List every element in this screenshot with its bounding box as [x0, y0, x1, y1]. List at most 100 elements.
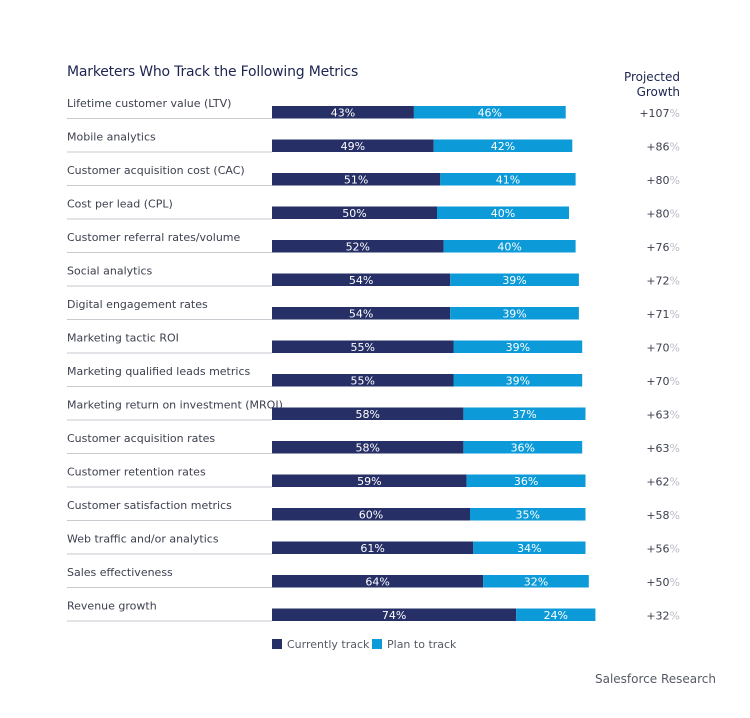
bar-currently-track: [272, 273, 451, 286]
category-label: Customer satisfaction metrics: [67, 499, 232, 512]
bar-currently-track: [272, 139, 434, 152]
legend-swatch: [272, 639, 282, 649]
source-label: Salesforce Research: [594, 672, 716, 686]
data-label: 55%: [351, 341, 375, 354]
data-label: 39%: [502, 274, 526, 287]
category-label: Customer referral rates/volume: [67, 231, 241, 244]
data-label: 39%: [506, 341, 530, 354]
data-label: 50%: [342, 207, 366, 220]
data-label: 52%: [346, 241, 370, 254]
bar-plan-to-track: [470, 508, 586, 521]
projected-growth-value: +62%: [646, 476, 680, 489]
bar-currently-track: [272, 474, 467, 487]
projected-growth-value: +80%: [646, 174, 680, 187]
projected-growth-value: +86%: [646, 141, 680, 154]
category-label: Customer acquisition cost (CAC): [67, 164, 245, 177]
projected-growth-value: +71%: [646, 308, 680, 321]
category-label: Marketing return on investment (MROI): [67, 399, 283, 412]
bar-currently-track: [272, 407, 464, 420]
legend-label: Currently track: [287, 638, 370, 651]
legend-swatch: [372, 639, 382, 649]
projected-growth-value: +63%: [646, 442, 680, 455]
data-label: 24%: [544, 609, 568, 622]
projected-growth-header: Projected Growth: [623, 70, 680, 99]
data-label: 58%: [355, 442, 379, 455]
data-label: 35%: [516, 509, 540, 522]
projected-growth-value: +70%: [646, 342, 680, 355]
category-label: Marketing tactic ROI: [67, 332, 179, 345]
bar-currently-track: [272, 307, 451, 320]
data-label: 40%: [497, 241, 521, 254]
bar-plan-to-track: [463, 441, 583, 454]
category-label: Social analytics: [67, 265, 153, 278]
data-label: 32%: [524, 576, 548, 589]
legend-label: Plan to track: [387, 638, 457, 651]
bar-currently-track: [272, 608, 517, 621]
category-label: Customer retention rates: [67, 466, 206, 479]
data-label: 37%: [512, 408, 536, 421]
data-label: 43%: [331, 107, 355, 120]
bar-plan-to-track: [453, 340, 583, 353]
data-label: 40%: [491, 207, 515, 220]
projected-growth-value: +76%: [646, 241, 680, 254]
bar-currently-track: [272, 106, 414, 119]
bar-plan-to-track: [450, 307, 579, 320]
bar-currently-track: [272, 374, 454, 387]
data-label: 74%: [382, 609, 406, 622]
data-label: 39%: [502, 308, 526, 321]
category-label: Marketing qualified leads metrics: [67, 365, 250, 378]
projected-growth-value: +80%: [646, 208, 680, 221]
bar-plan-to-track: [483, 575, 589, 588]
bar-plan-to-track: [516, 608, 596, 621]
category-label: Customer acquisition rates: [67, 432, 215, 445]
bar-currently-track: [272, 340, 454, 353]
bar-plan-to-track: [443, 240, 576, 253]
bar-currently-track: [272, 575, 484, 588]
projected-growth-value: +56%: [646, 543, 680, 556]
data-label: 34%: [517, 542, 541, 555]
data-label: 41%: [496, 174, 520, 187]
bar-plan-to-track: [466, 474, 586, 487]
projected-growth-value: +107%: [639, 107, 680, 120]
projected-growth-value: +32%: [646, 610, 680, 623]
bar-plan-to-track: [463, 407, 586, 420]
data-label: 49%: [341, 140, 365, 153]
data-label: 46%: [478, 107, 502, 120]
bar-plan-to-track: [437, 206, 569, 219]
bar-currently-track: [272, 240, 444, 253]
bar-currently-track: [272, 541, 474, 554]
data-label: 58%: [355, 408, 379, 421]
category-label: Revenue growth: [67, 600, 157, 613]
bar-plan-to-track: [453, 374, 583, 387]
data-label: 51%: [344, 174, 368, 187]
bar-currently-track: [272, 441, 464, 454]
category-label: Mobile analytics: [67, 131, 156, 144]
data-label: 42%: [491, 140, 515, 153]
bar-currently-track: [272, 173, 441, 186]
projected-growth-value: +50%: [646, 576, 680, 589]
projected-growth-value: +63%: [646, 409, 680, 422]
chart-title: Marketers Who Track the Following Metric…: [67, 64, 359, 80]
data-label: 60%: [359, 509, 383, 522]
projected-growth-value: +72%: [646, 275, 680, 288]
category-label: Web traffic and/or analytics: [67, 533, 219, 546]
bar-plan-to-track: [413, 106, 566, 119]
category-label: Cost per lead (CPL): [67, 198, 173, 211]
data-label: 61%: [360, 542, 384, 555]
projected-growth-value: +58%: [646, 509, 680, 522]
data-label: 39%: [506, 375, 530, 388]
data-label: 36%: [511, 442, 535, 455]
data-label: 54%: [349, 274, 373, 287]
category-label: Sales effectiveness: [67, 566, 173, 579]
category-label: Digital engagement rates: [67, 298, 208, 311]
data-label: 54%: [349, 308, 373, 321]
bar-plan-to-track: [433, 139, 573, 152]
bar-plan-to-track: [440, 173, 576, 186]
data-label: 36%: [514, 475, 538, 488]
bar-plan-to-track: [473, 541, 586, 554]
bar-currently-track: [272, 206, 437, 219]
category-label: Lifetime customer value (LTV): [67, 97, 231, 110]
data-label: 55%: [351, 375, 375, 388]
